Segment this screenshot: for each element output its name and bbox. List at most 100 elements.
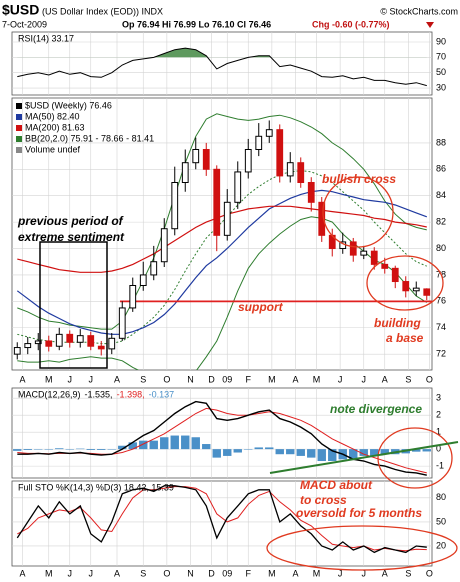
candle-body [76,335,84,343]
candle-body [412,287,420,292]
sto-ellipse [266,525,458,571]
histogram-bar [76,448,85,450]
histogram-bar [244,449,253,450]
candle-body [129,284,137,309]
x-tick-label: A [382,374,388,384]
candle-body [202,148,210,170]
candle-body [360,250,368,256]
cross-circle [322,176,394,248]
x-tick-label: S [405,568,411,578]
histogram-bar [328,449,337,462]
x-tick-label: J [89,568,94,578]
x-tick-label: A [382,568,388,578]
bb-upper [17,113,427,330]
y-tick-label: 80 [436,492,446,502]
x-tick-label: A [292,568,298,578]
x-tick-label: S [405,374,411,384]
candle-body [55,333,63,347]
quote: Op 76.94 Hi 76.99 Lo 76.10 Cl 76.46 [122,19,271,29]
date: 7-Oct-2009 [2,19,47,29]
x-tick-label: O [426,374,433,384]
candle-body [150,261,158,276]
x-tick-label: O [163,568,170,578]
histogram-bar [128,442,137,450]
annotation: previous period of [17,214,124,228]
x-tick-label: M [313,568,321,578]
histogram-bar [139,440,148,450]
candle-body [171,182,179,230]
candle-body [286,162,294,177]
histogram-bar [118,445,127,450]
x-tick-label: M [268,374,276,384]
candle-body [255,135,263,150]
candle-body [108,337,116,350]
down-arrow [426,22,434,28]
macd-line [17,400,427,476]
candle-body [118,307,126,339]
histogram-bar [13,449,22,451]
candle-body [265,129,273,137]
histogram-bar [254,447,263,450]
x-tick-label: J [89,374,94,384]
x-tick-label: A [19,568,25,578]
annotation: MACD about [300,478,373,492]
annotation-shapes [39,176,459,571]
annotation: oversold for 5 months [296,506,422,520]
candle-body [213,168,221,236]
annotation: building [374,316,421,330]
x-tick-label: F [246,374,252,384]
x-tick-label: M [313,374,321,384]
x-tick-label: F [246,568,252,578]
y-tick-label: 3 [436,393,441,403]
y-tick-label: 50 [436,67,446,77]
x-tick-label: J [68,568,73,578]
x-tick-label: N [187,374,194,384]
candle-body [34,340,42,345]
histogram-bar [149,440,158,450]
candle-body [87,335,95,347]
candle-body [13,347,21,355]
x-tick-label: 09 [222,568,232,578]
histogram-bar [97,449,106,450]
histogram-bar [23,449,32,450]
histogram-bar [181,435,190,450]
legend-swatch [16,147,22,153]
candle-body [349,241,357,256]
histogram-bar [349,449,358,460]
candle-body [276,129,284,177]
candle-body [66,333,74,343]
histogram-bar [422,449,431,452]
moving-average [17,205,427,273]
candle-body [234,171,242,203]
histogram-bar [191,437,200,450]
x-tick-label: J [362,374,367,384]
panel-label: MACD(12,26,9) [18,389,81,399]
x-tick-label: J [362,568,367,578]
symbol: $USD [2,2,39,18]
histogram-bar [44,449,53,450]
histogram-bar [65,449,74,450]
overbought-area [153,48,271,58]
divergence-line [269,441,459,474]
candle-body [381,263,389,269]
percent-k-line [16,485,427,554]
candle-body [307,182,315,203]
candle-body [318,201,326,236]
histogram-bar [86,449,95,450]
candle-body [391,267,399,283]
annotation: bullish cross [322,172,396,186]
histogram-bar [107,449,116,450]
x-tick-label: D [208,374,215,384]
candle-body [423,288,431,296]
x-tick-label: A [19,374,25,384]
rsi-line [17,47,427,87]
source: © StockCharts.com [380,6,458,16]
y-tick-label: 80 [436,243,446,253]
y-tick-label: 84 [436,190,446,200]
sto-frame [11,480,433,567]
candle-body [45,340,53,347]
candle-body [24,343,32,349]
panel-label: Full STO %K(14,3) %D(3) 18.42, 15.39 [18,482,174,492]
macd-ellipse [377,427,453,489]
